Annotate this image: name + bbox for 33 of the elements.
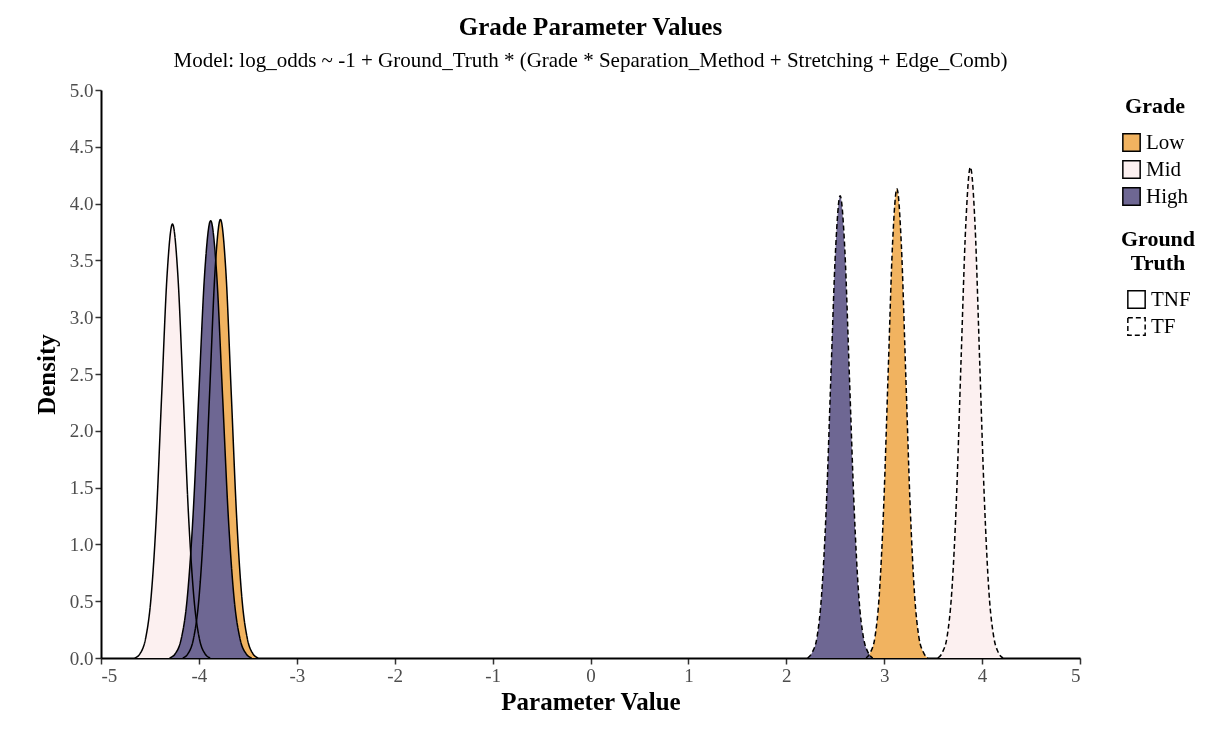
- y-tick-label: 2.5: [69, 363, 94, 385]
- y-tick-label: 1.0: [69, 533, 94, 555]
- x-tick-label: 1: [684, 664, 694, 686]
- x-tick-label: -4: [191, 664, 208, 686]
- x-tick-label: -5: [101, 664, 118, 686]
- legend-label: TNF: [1151, 286, 1191, 311]
- text: Ground Truth: [1120, 226, 1196, 275]
- chart-title: Grade Parameter Values: [458, 13, 723, 40]
- y-tick-label: 4.5: [69, 136, 94, 158]
- y-axis-title: Density: [32, 333, 60, 415]
- x-axis-title: Parameter Value: [501, 687, 681, 715]
- legend-label: High: [1146, 183, 1189, 208]
- x-tick-label: -1: [485, 664, 502, 686]
- y-tick-label: 3.5: [69, 249, 94, 271]
- y-tick-label: 4.0: [69, 193, 94, 215]
- x-tick-label: 2: [782, 664, 792, 686]
- legend-label: Mid: [1146, 156, 1182, 181]
- chart-subtitle: Model: log_odds ~ -1 + Ground_Truth * (Grade * Separation_Method + Stretching + Edge_Comb): [173, 48, 1008, 72]
- x-tick-label: -3: [289, 664, 306, 686]
- y-tick-label: 2.0: [69, 420, 94, 442]
- y-tick-label: 1.5: [69, 477, 94, 499]
- y-tick-label: 0.0: [69, 647, 94, 669]
- x-tick-label: 4: [977, 664, 988, 686]
- legend-label: TF: [1151, 313, 1176, 338]
- y-tick-label: 0.5: [69, 590, 94, 612]
- x-tick-label: 3: [879, 664, 890, 686]
- x-tick-label: -2: [387, 664, 404, 686]
- legend-label: Low: [1146, 129, 1186, 154]
- y-tick-label: 3.0: [69, 306, 94, 328]
- y-tick-label: 5.0: [69, 79, 94, 101]
- x-tick-label: 5: [1071, 664, 1081, 686]
- text: Grade: [1125, 93, 1185, 118]
- x-tick-label: 0: [586, 664, 596, 686]
